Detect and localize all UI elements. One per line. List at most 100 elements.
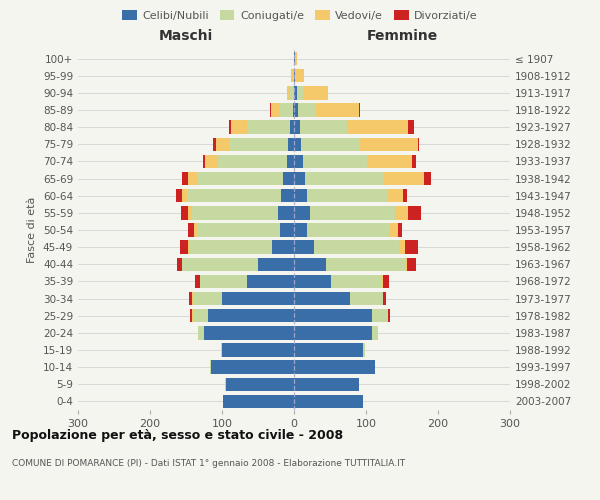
Bar <box>407 258 416 271</box>
Bar <box>293 69 294 82</box>
Bar <box>221 344 222 356</box>
Bar <box>280 104 293 117</box>
Bar <box>188 240 190 254</box>
Bar <box>215 138 230 151</box>
Bar <box>307 189 388 202</box>
Bar <box>225 378 226 391</box>
Text: COMUNE DI POMARANCE (PI) - Dati ISTAT 1° gennaio 2008 - Elaborazione TUTTITALIA.: COMUNE DI POMARANCE (PI) - Dati ISTAT 1°… <box>12 458 405 468</box>
Bar <box>290 120 294 134</box>
Bar <box>211 360 294 374</box>
Bar <box>412 154 416 168</box>
Bar <box>359 104 360 117</box>
Bar <box>190 240 272 254</box>
Bar <box>281 189 294 202</box>
Bar <box>189 292 193 306</box>
Bar <box>294 326 372 340</box>
Bar <box>383 274 389 288</box>
Bar <box>247 274 294 288</box>
Bar <box>291 69 293 82</box>
Bar <box>272 240 294 254</box>
Bar <box>218 154 287 168</box>
Bar <box>192 309 193 322</box>
Bar <box>280 224 294 236</box>
Bar <box>223 394 294 408</box>
Bar <box>301 138 359 151</box>
Bar <box>406 258 407 271</box>
Bar <box>294 394 363 408</box>
Bar <box>230 138 287 151</box>
Bar <box>193 309 208 322</box>
Bar <box>347 120 408 134</box>
Bar <box>294 104 298 117</box>
Bar <box>203 154 205 168</box>
Bar <box>395 206 408 220</box>
Text: Femmine: Femmine <box>367 29 437 43</box>
Bar <box>383 292 386 306</box>
Bar <box>271 104 280 117</box>
Bar <box>408 206 421 220</box>
Bar <box>188 172 197 186</box>
Bar <box>294 378 359 391</box>
Bar <box>384 172 424 186</box>
Bar <box>294 69 295 82</box>
Bar <box>188 224 194 236</box>
Bar <box>390 224 398 236</box>
Bar <box>294 120 300 134</box>
Bar <box>247 120 290 134</box>
Bar <box>214 138 215 151</box>
Bar <box>405 240 418 254</box>
Bar <box>388 309 390 322</box>
Bar <box>179 240 188 254</box>
Bar <box>190 309 192 322</box>
Bar <box>298 104 316 117</box>
Bar <box>294 309 372 322</box>
Bar <box>196 274 200 288</box>
Bar <box>302 86 328 100</box>
Bar <box>222 292 294 306</box>
Bar <box>294 52 295 66</box>
Bar <box>359 138 418 151</box>
Bar <box>176 189 182 202</box>
Bar <box>198 326 204 340</box>
Legend: Celibi/Nubili, Coniugati/e, Vedovi/e, Divorziati/e: Celibi/Nubili, Coniugati/e, Vedovi/e, Di… <box>118 6 482 25</box>
Bar <box>188 206 192 220</box>
Bar <box>294 240 314 254</box>
Bar <box>204 326 294 340</box>
Bar <box>181 206 188 220</box>
Bar <box>314 240 399 254</box>
Bar <box>399 240 405 254</box>
Bar <box>388 189 403 202</box>
Bar <box>197 172 283 186</box>
Bar <box>287 86 290 100</box>
Bar <box>316 104 359 117</box>
Bar <box>408 120 413 134</box>
Bar <box>182 258 258 271</box>
Bar <box>287 138 294 151</box>
Bar <box>294 344 363 356</box>
Bar <box>302 154 367 168</box>
Bar <box>403 189 407 202</box>
Bar <box>187 189 281 202</box>
Bar <box>294 224 307 236</box>
Bar <box>398 224 402 236</box>
Bar <box>418 138 419 151</box>
Bar <box>258 258 294 271</box>
Bar <box>197 224 280 236</box>
Bar <box>293 104 294 117</box>
Bar <box>295 69 304 82</box>
Bar <box>222 344 294 356</box>
Bar <box>193 292 222 306</box>
Bar <box>294 86 297 100</box>
Text: Maschi: Maschi <box>159 29 213 43</box>
Bar <box>374 360 376 374</box>
Bar <box>200 274 247 288</box>
Bar <box>310 206 395 220</box>
Bar <box>294 206 310 220</box>
Bar <box>363 344 365 356</box>
Bar <box>331 274 382 288</box>
Bar <box>210 360 211 374</box>
Bar <box>294 258 326 271</box>
Bar <box>424 172 431 186</box>
Bar <box>294 189 307 202</box>
Bar <box>326 258 406 271</box>
